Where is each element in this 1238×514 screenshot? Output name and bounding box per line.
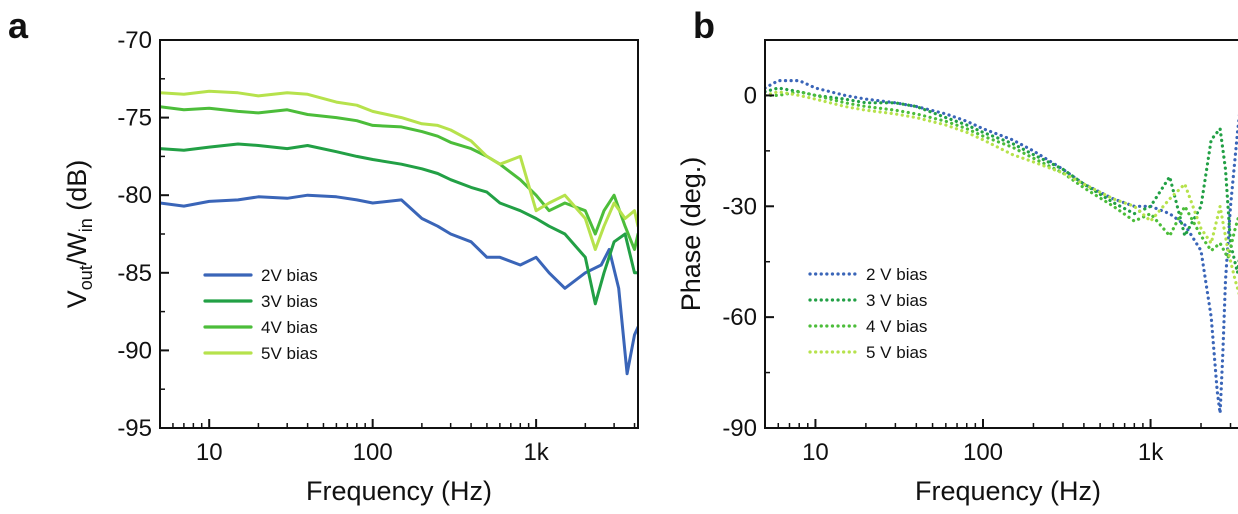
panel-b-series-lines — [765, 79, 1238, 415]
panel-a-y-axis-label-tail: (dB) — [62, 160, 92, 219]
panel-a-y-axis-label-mid: /W — [62, 232, 92, 266]
panel-a-y-tick-label: -70 — [117, 27, 152, 54]
panel-b-x-axis-label: Frequency (Hz) — [915, 476, 1101, 506]
panel-b-series-line-2 — [765, 86, 1238, 275]
panel-a-y-axis-label-sub2: in — [76, 218, 96, 232]
panel-a-series-line-4 — [160, 89, 638, 251]
panel-b-ticks: 10 100 1k -90 -60 -30 0 — [722, 82, 1232, 466]
panel-a-legend-label-2: 3V bias — [261, 292, 318, 311]
panel-a-letter: a — [8, 5, 29, 46]
panel-a-y-axis-label-sub1: out — [76, 265, 96, 290]
panel-a-y-tick-label: -90 — [117, 337, 152, 364]
panel-a-series-line-1 — [160, 193, 638, 376]
panel-b-x-tick-label: 100 — [963, 439, 1003, 466]
panel-a-y-tick-label: -80 — [117, 182, 152, 209]
panel-b-y-tick-label: -90 — [722, 415, 757, 442]
panel-b-y-tick-label: -60 — [722, 304, 757, 331]
panel-a-x-tick-label: 1k — [523, 439, 549, 466]
panel-b-y-axis-label: Phase (deg.) — [676, 157, 706, 312]
panel-a-ticks: 10 100 1k -95 -90 -85 -80 -75 -70 — [117, 27, 636, 466]
panel-a-legend: 2V bias 3V bias 4V bias 5V bias — [203, 266, 318, 363]
panel-a-x-tick-label: 10 — [196, 439, 223, 466]
panel-b-plot-frame — [764, 39, 1238, 429]
panel-b-series-line-4 — [765, 90, 1238, 296]
panel-b-letter: b — [693, 5, 715, 46]
panel-b-legend-label-2: 3 V bias — [866, 291, 927, 310]
panel-a-x-tick-label: 100 — [353, 439, 393, 466]
panel-a-series-line-3 — [160, 105, 638, 251]
panel-a-y-tick-label: -75 — [117, 105, 152, 132]
panel-b-x-tick-label: 1k — [1138, 439, 1164, 466]
panel-a-x-axis-label: Frequency (Hz) — [306, 476, 492, 506]
panel-b-chart: 10 100 1k -90 -60 -30 0 Frequency (Hz) Phase (… — [676, 39, 1238, 506]
panel-b-series-line-3 — [765, 90, 1238, 260]
panel-a-y-tick-label: -95 — [117, 415, 152, 442]
panel-a-y-tick-label: -85 — [117, 260, 152, 287]
panel-a-chart: 10 100 1k -95 -90 -85 -80 -75 -70 Frequency (Hz)… — [62, 27, 639, 506]
panel-a-legend-label-3: 4V bias — [261, 318, 318, 337]
panel-a-series-lines — [160, 89, 638, 376]
panel-b-legend-label-3: 4 V bias — [866, 317, 927, 336]
panel-b-y-tick-label: 0 — [744, 82, 757, 109]
panel-a-y-axis-label: Vout/Win (dB) — [62, 160, 96, 309]
panel-b-y-tick-label: -30 — [722, 193, 757, 220]
panel-b-x-tick-label: 10 — [802, 439, 829, 466]
panel-b-legend-label-1: 2 V bias — [866, 265, 927, 284]
panel-a-legend-label-4: 5V bias — [261, 344, 318, 363]
panel-b-legend-label-4: 5 V bias — [866, 343, 927, 362]
panel-a-y-axis-label-main: V — [62, 290, 92, 308]
panel-a-series-line-2 — [160, 142, 638, 306]
panel-b-legend: 2 V bias 3 V bias 4 V bias 5 V bias — [808, 265, 927, 362]
panel-a-legend-label-1: 2V bias — [261, 266, 318, 285]
